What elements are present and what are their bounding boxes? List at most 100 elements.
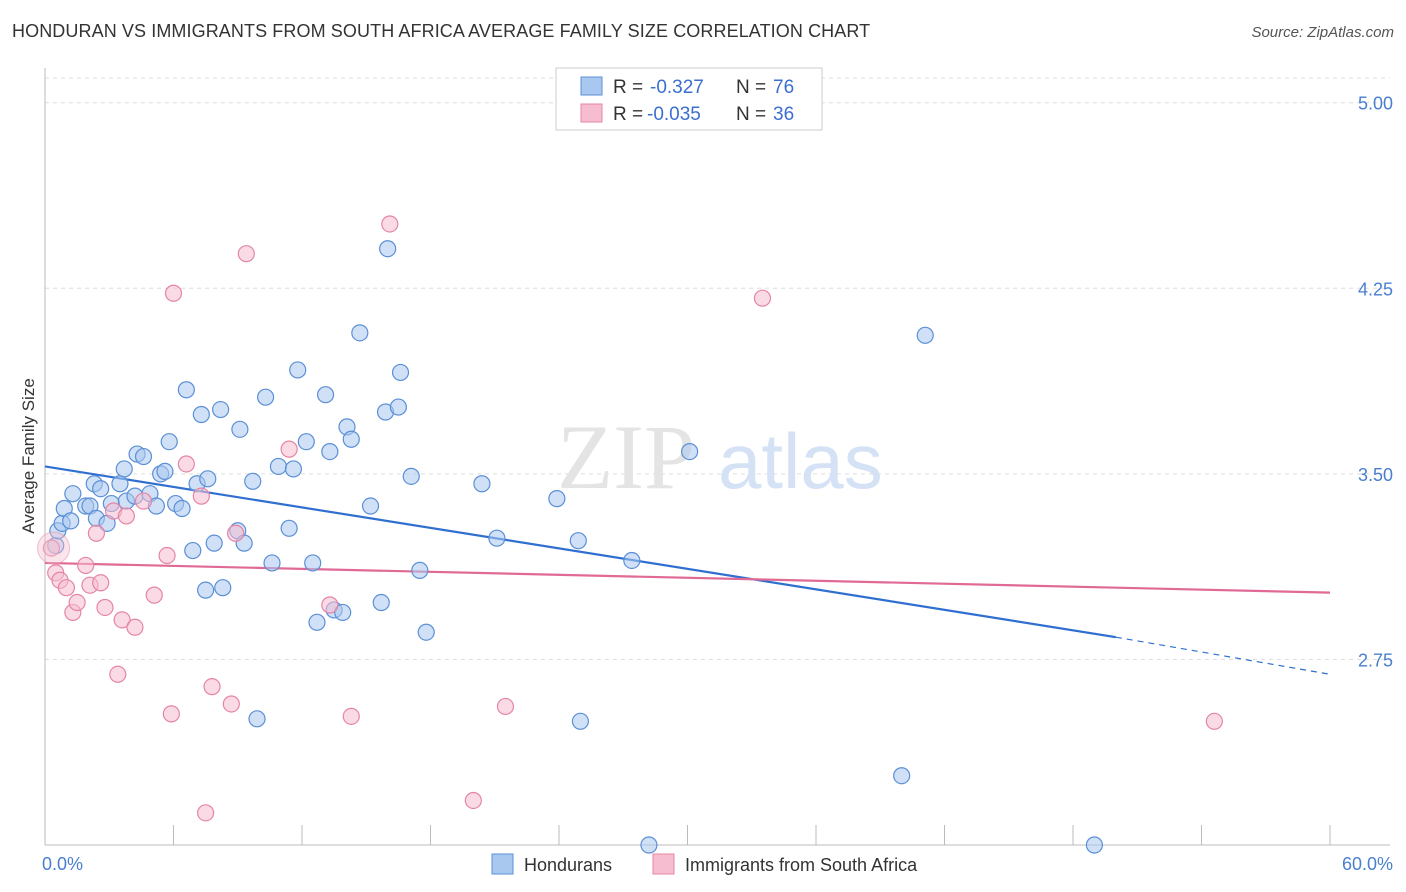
legend-n-label-1: N = <box>736 77 766 98</box>
legend-r-label-2: R = <box>613 104 643 125</box>
south-africa-point <box>126 618 144 636</box>
honduran-point <box>372 593 390 612</box>
south-africa-point <box>109 665 127 683</box>
legend-swatch-south-africa <box>580 103 603 123</box>
legend-n-value-2: 36 <box>773 104 794 125</box>
honduran-point <box>316 386 335 404</box>
honduran-point <box>379 240 397 258</box>
honduran-point <box>212 400 230 419</box>
legend-r-value-1: -0.327 <box>650 77 704 98</box>
south-africa-point <box>68 593 86 612</box>
trend-layer <box>44 465 1331 675</box>
honduran-point <box>156 462 174 480</box>
honduran-point <box>417 623 435 641</box>
honduran-point <box>297 433 315 451</box>
south-africa-point <box>237 245 255 263</box>
south-africa-point <box>177 455 195 473</box>
honduran-point <box>160 433 178 451</box>
honduran-point <box>205 534 223 552</box>
honduran-point <box>402 467 420 485</box>
honduran-point <box>248 710 266 728</box>
x-tick-label-max: 60.0% <box>1342 854 1393 874</box>
south-africa-trend-line <box>44 561 1331 594</box>
south-africa-point <box>117 507 135 525</box>
bottom-legend: Hondurans Immigrants from South Africa <box>491 853 918 875</box>
honduran-point <box>134 447 153 466</box>
honduran-point <box>115 460 133 478</box>
watermark-atlas: atlas <box>718 417 883 505</box>
honduran-point <box>173 499 191 518</box>
honduran-point <box>92 480 110 498</box>
honduran-trend-extension <box>1115 636 1331 675</box>
bottom-legend-swatch-south-africa <box>652 853 675 875</box>
honduran-point <box>197 581 215 599</box>
south-africa-point <box>162 705 180 723</box>
south-africa-point <box>197 804 215 822</box>
honduran-point <box>308 613 326 631</box>
south-africa-point <box>42 539 61 557</box>
honduran-point <box>289 361 307 379</box>
honduran-point <box>473 475 491 493</box>
honduran-point <box>256 388 275 406</box>
honduran-point <box>214 579 232 597</box>
south-africa-point <box>145 586 163 604</box>
legend-n-label-2: N = <box>736 104 766 125</box>
legend-r-label-1: R = <box>613 77 643 98</box>
bottom-legend-south-africa: Immigrants from South Africa <box>685 855 918 875</box>
honduran-point <box>893 767 911 785</box>
honduran-point <box>321 443 339 461</box>
points-layer <box>37 215 1223 854</box>
honduran-point <box>548 490 566 508</box>
south-africa-point <box>164 284 183 302</box>
legend-r-value-2: -0.035 <box>647 104 701 125</box>
honduran-point <box>1085 836 1104 854</box>
south-africa-point <box>192 487 210 505</box>
honduran-point <box>192 405 210 424</box>
legend-swatch-hondurans <box>580 76 603 96</box>
legend-n-value-1: 76 <box>773 77 794 98</box>
honduran-point <box>111 475 129 493</box>
honduran-point <box>334 603 352 622</box>
honduran-point <box>391 363 410 382</box>
honduran-point <box>231 420 249 438</box>
south-africa-point <box>96 598 114 617</box>
honduran-point <box>199 470 217 488</box>
axes-layer <box>44 68 1390 846</box>
south-africa-point <box>158 546 176 565</box>
cluster-point <box>37 531 71 565</box>
honduran-point <box>244 472 262 490</box>
honduran-point <box>623 551 641 570</box>
honduran-point <box>571 712 590 730</box>
south-africa-point <box>227 524 245 542</box>
south-africa-point <box>222 695 240 713</box>
south-africa-point <box>77 556 95 575</box>
honduran-point <box>640 836 658 854</box>
y-axis-title: Average Family Size <box>19 378 38 534</box>
honduran-point <box>280 519 298 537</box>
honduran-point <box>916 326 934 344</box>
bottom-legend-hondurans: Hondurans <box>524 855 612 875</box>
honduran-point <box>389 398 407 416</box>
south-africa-point <box>464 791 482 810</box>
honduran-point <box>284 460 303 478</box>
x-tick-label-min: 0.0% <box>42 854 83 874</box>
south-africa-point <box>134 492 153 510</box>
south-africa-point <box>381 215 399 233</box>
south-africa-point <box>57 579 76 597</box>
honduran-point <box>62 512 80 530</box>
y-tick-label: 3.50 <box>1358 465 1393 485</box>
honduran-point <box>342 430 360 448</box>
honduran-point <box>64 485 82 503</box>
south-africa-point <box>342 707 360 725</box>
south-africa-point <box>1205 712 1223 730</box>
honduran-point <box>411 561 429 579</box>
south-africa-point <box>92 574 110 592</box>
y-tick-label: 2.75 <box>1358 650 1393 670</box>
source-label: Source: ZipAtlas.com <box>1251 24 1394 41</box>
chart-title: HONDURAN VS IMMIGRANTS FROM SOUTH AFRICA… <box>12 21 871 41</box>
legend: R = -0.327 N = 76 R = -0.035 N = 36 <box>555 67 823 131</box>
south-africa-point <box>321 596 339 614</box>
honduran-point <box>681 443 699 461</box>
honduran-trend-line <box>44 465 1117 639</box>
